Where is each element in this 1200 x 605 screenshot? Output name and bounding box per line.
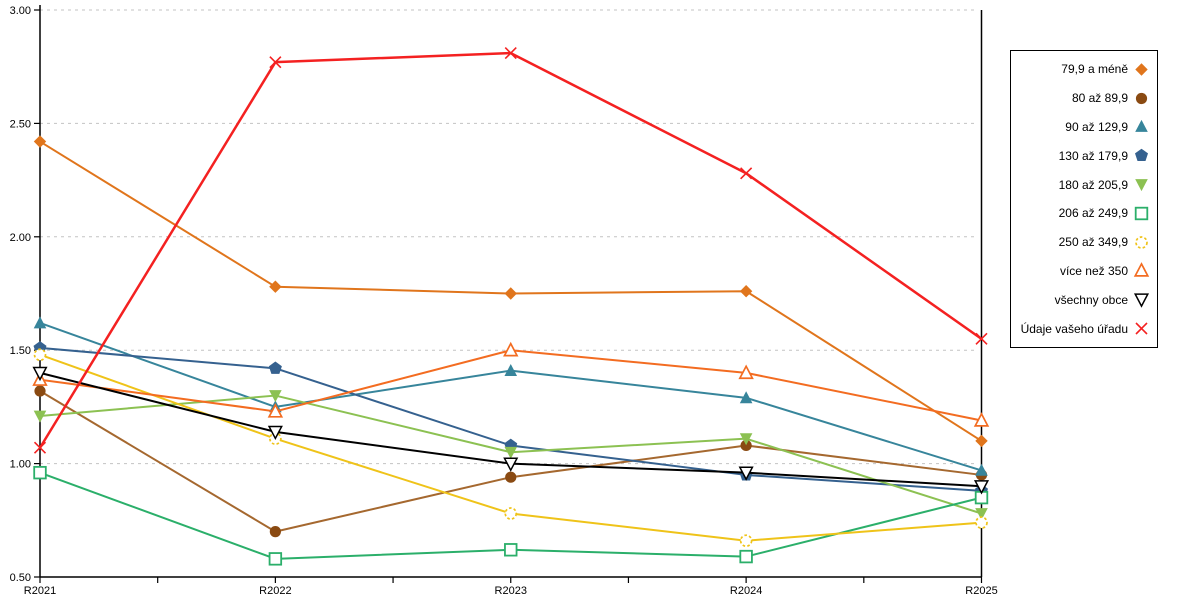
triangle-down-marker-icon — [503, 457, 519, 472]
legend-item-label: 79,9 a méně — [1061, 62, 1128, 77]
series-line — [38, 51, 983, 449]
square-marker-icon — [33, 465, 47, 480]
square-marker-icon — [1134, 206, 1149, 221]
circle-marker-icon — [740, 439, 752, 452]
x-marker-icon — [33, 441, 47, 454]
y-tick-label: 2.00 — [10, 232, 31, 244]
triangle-down-marker-icon — [504, 446, 518, 459]
circle-marker-icon — [505, 471, 517, 483]
x-tick-label: R2024 — [730, 585, 762, 597]
diamond-marker-icon — [975, 434, 988, 448]
legend-marker-icon — [1135, 63, 1148, 76]
legend-marker-icon — [1133, 293, 1150, 308]
y-tick-label: 2.50 — [10, 118, 31, 130]
triangle-down-marker-icon — [269, 390, 282, 403]
x-tick-label: R2023 — [495, 585, 527, 597]
square-marker-icon — [268, 552, 283, 566]
diamond-marker-icon — [739, 285, 753, 298]
triangle-up-marker-icon — [267, 403, 284, 418]
legend-item: Údaje vašeho úřadu — [1015, 316, 1150, 342]
legend-item: 206 až 249,9 — [1015, 200, 1150, 226]
triangle-up-marker-icon — [33, 316, 47, 329]
y-tick-label: 1.50 — [10, 345, 31, 357]
x-tick-label: R2021 — [24, 585, 56, 597]
x-marker-icon — [740, 167, 753, 180]
x-marker-icon — [975, 332, 988, 345]
circle-marker-icon — [1135, 92, 1148, 104]
legend-item-label: 206 až 249,9 — [1058, 206, 1128, 221]
legend-item: 80 až 89,9 — [1015, 85, 1150, 111]
circle-marker-icon — [269, 526, 281, 538]
pentagon-marker-icon — [1135, 148, 1148, 162]
diamond-marker-icon — [33, 135, 47, 148]
legend-item: 250 až 349,9 — [1015, 229, 1150, 255]
x-tick-label: R2025 — [965, 585, 997, 597]
circle-dashed-marker-icon — [1135, 235, 1148, 249]
triangle-up-marker-icon — [739, 391, 753, 404]
square-marker-icon — [739, 549, 753, 564]
pentagon-marker-icon — [268, 361, 282, 374]
legend-item: 180 až 205,9 — [1015, 172, 1150, 198]
diamond-marker-icon — [1135, 63, 1148, 76]
legend-marker-icon — [1134, 206, 1149, 221]
circle-dashed-marker-icon — [739, 534, 753, 548]
triangle-down-marker-icon — [973, 480, 990, 495]
circle-dashed-marker-icon — [33, 348, 47, 362]
legend-item-label: všechny obce — [1054, 292, 1128, 307]
legend-item-label: 90 až 129,9 — [1065, 119, 1128, 134]
y-tick-label: 3.00 — [10, 5, 31, 17]
legend-item-label: 180 až 205,9 — [1058, 177, 1128, 192]
legend-marker-icon — [1135, 235, 1148, 249]
triangle-down-marker-icon — [739, 433, 753, 446]
legend-item-label: 130 až 179,9 — [1058, 148, 1128, 163]
triangle-up-marker-icon — [975, 463, 988, 476]
triangle-down-marker-icon — [1133, 293, 1150, 308]
square-marker-icon — [504, 543, 518, 557]
circle-marker-icon — [34, 385, 46, 397]
legend-marker-icon — [1133, 262, 1150, 278]
circle-dashed-marker-icon — [975, 516, 988, 529]
diamond-marker-icon — [269, 280, 282, 293]
legend-item: 90 až 129,9 — [1015, 114, 1150, 140]
triangle-up-marker-icon — [1133, 262, 1150, 278]
diamond-marker-icon — [504, 287, 517, 300]
legend-item-label: Údaje vašeho úřadu — [1020, 321, 1128, 336]
legend-item: 130 až 179,9 — [1015, 143, 1150, 169]
legend-marker-icon — [1135, 92, 1148, 104]
legend-marker-icon — [1135, 322, 1148, 335]
legend-item-label: více než 350 — [1059, 263, 1128, 278]
x-marker-icon — [504, 47, 517, 60]
legend-marker-icon — [1135, 148, 1148, 162]
y-tick-label: 0.50 — [10, 572, 31, 584]
triangle-up-marker-icon — [503, 341, 519, 357]
triangle-up-marker-icon — [1135, 120, 1148, 133]
legend-item: 79,9 a méně — [1015, 56, 1150, 82]
triangle-down-marker-icon — [975, 508, 988, 521]
legend-item: všechny obce — [1015, 287, 1150, 313]
legend-marker-icon — [1135, 179, 1148, 192]
triangle-down-marker-icon — [738, 466, 754, 481]
triangle-down-marker-icon — [33, 410, 47, 423]
x-marker-icon — [1135, 322, 1148, 335]
x-marker-icon — [269, 56, 282, 69]
circle-dashed-marker-icon — [504, 507, 518, 520]
triangle-down-marker-icon — [267, 425, 283, 441]
x-tick-label: R2022 — [259, 585, 291, 597]
legend: 79,9 a méně 80 až 89,9 90 až 129,9 130 až 1… — [1010, 50, 1158, 348]
triangle-down-marker-icon — [32, 366, 48, 382]
triangle-down-marker-icon — [1135, 179, 1148, 192]
legend-marker-icon — [1135, 120, 1148, 133]
triangle-up-marker-icon — [973, 412, 990, 427]
legend-item-label: 80 až 89,9 — [1071, 91, 1128, 106]
y-tick-label: 1.00 — [10, 459, 31, 471]
legend-item: více než 350 — [1015, 258, 1150, 284]
triangle-up-marker-icon — [504, 364, 518, 377]
legend-item-label: 250 až 349,9 — [1058, 235, 1128, 250]
triangle-up-marker-icon — [738, 364, 754, 380]
